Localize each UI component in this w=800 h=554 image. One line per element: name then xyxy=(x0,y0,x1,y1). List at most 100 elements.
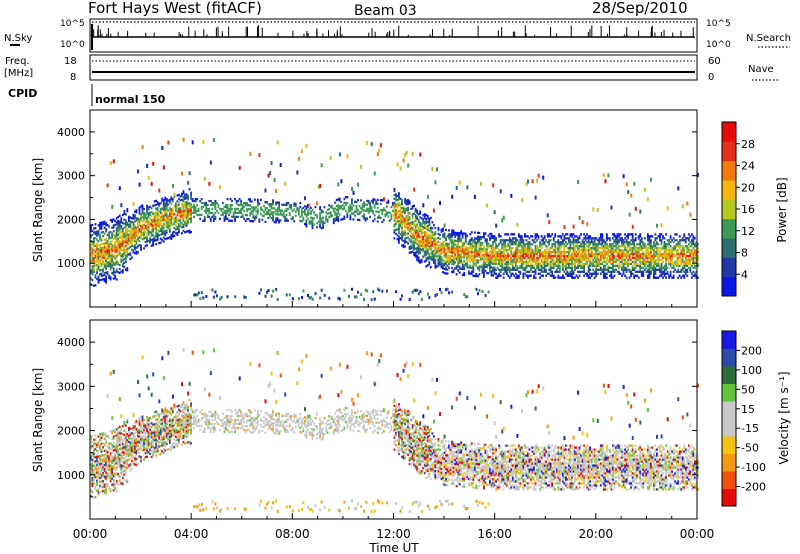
power-cell xyxy=(511,239,514,242)
power-cell xyxy=(275,209,277,212)
power-cell xyxy=(542,252,545,256)
power-cell xyxy=(452,263,455,266)
power-cell xyxy=(124,221,127,224)
power-cell xyxy=(108,243,111,246)
power-cell xyxy=(548,248,551,252)
power-cell xyxy=(649,252,652,256)
power-cell xyxy=(420,230,423,234)
power-cell xyxy=(258,218,261,221)
power-cell xyxy=(137,237,139,240)
power-cell xyxy=(420,244,423,248)
power-cell xyxy=(153,227,156,231)
power-cell xyxy=(387,215,390,218)
power-cell xyxy=(179,224,182,228)
power-cell xyxy=(287,219,290,222)
power-cell xyxy=(461,232,464,235)
power-cell xyxy=(469,238,472,242)
power-cell xyxy=(545,270,548,273)
power-cell xyxy=(484,250,487,253)
power-cell xyxy=(507,258,510,262)
power-cell xyxy=(445,256,447,259)
power-cell xyxy=(604,254,607,258)
power-cell xyxy=(604,266,607,269)
power-cell xyxy=(581,247,584,250)
power-cell xyxy=(466,262,469,265)
power-cell xyxy=(628,241,631,244)
power-cell xyxy=(514,243,517,246)
power-cell xyxy=(170,233,173,237)
power-cell xyxy=(467,256,470,259)
power-cell xyxy=(165,197,168,201)
power-cell xyxy=(463,264,466,267)
power-cell xyxy=(581,239,584,242)
power-cell xyxy=(328,204,331,207)
power-cell xyxy=(542,239,545,242)
power-cell xyxy=(483,253,485,257)
power-cell xyxy=(684,260,687,264)
power-cell xyxy=(182,192,185,195)
power-cell xyxy=(601,247,604,250)
power-cell xyxy=(130,248,133,251)
power-cell xyxy=(680,239,683,242)
power-cell xyxy=(478,237,481,241)
power-cell xyxy=(548,235,551,238)
power-cell xyxy=(615,248,617,252)
power-cell xyxy=(428,217,431,221)
power-cell xyxy=(334,213,337,216)
power-cell xyxy=(225,213,227,217)
power-cell xyxy=(134,214,136,217)
power-cell xyxy=(162,206,165,210)
power-cell xyxy=(176,200,179,203)
power-cell xyxy=(524,266,526,269)
power-cell xyxy=(531,270,534,273)
power-cell xyxy=(413,224,416,227)
power-cell xyxy=(615,237,617,240)
power-cell xyxy=(507,268,510,271)
power-cell xyxy=(527,256,529,260)
power-cell xyxy=(152,224,155,227)
power-cell xyxy=(458,267,461,270)
power-cell xyxy=(437,244,440,247)
power-cell xyxy=(640,256,643,260)
power-cell xyxy=(118,267,121,271)
power-cell xyxy=(442,270,444,274)
power-cell xyxy=(654,272,657,275)
power-cell xyxy=(416,256,419,260)
power-cell xyxy=(337,212,340,215)
power-cell xyxy=(631,256,634,260)
power-cell xyxy=(100,231,103,234)
power-cell xyxy=(618,272,620,275)
power-cell xyxy=(379,216,382,220)
power-cell xyxy=(144,217,147,220)
power-cell xyxy=(124,268,127,271)
power-cell xyxy=(668,274,670,277)
power-cell xyxy=(634,262,637,266)
power-cell xyxy=(517,241,520,244)
power-cell xyxy=(121,231,124,234)
power-cell xyxy=(155,203,158,206)
power-cell xyxy=(115,256,118,259)
power-cell xyxy=(423,232,426,236)
power-cell xyxy=(316,226,318,229)
power-cell xyxy=(663,254,666,258)
power-cell xyxy=(393,205,396,208)
power-cell xyxy=(493,272,496,275)
power-cell xyxy=(130,238,133,241)
power-cell xyxy=(519,239,522,242)
power-cell xyxy=(530,274,532,277)
power-cell xyxy=(99,245,101,248)
power-cell xyxy=(542,260,545,264)
power-cell xyxy=(417,220,420,224)
power-cell xyxy=(604,268,607,271)
power-cell xyxy=(431,250,434,254)
power-cell xyxy=(404,219,406,222)
power-cell xyxy=(607,173,610,178)
power-cell xyxy=(692,258,695,262)
power-cell xyxy=(103,232,106,235)
power-cell xyxy=(478,245,481,248)
power-cell xyxy=(578,247,581,250)
power-cell xyxy=(566,266,569,269)
power-cell xyxy=(161,217,164,220)
power-cell xyxy=(596,248,599,252)
power-cell xyxy=(337,210,340,213)
